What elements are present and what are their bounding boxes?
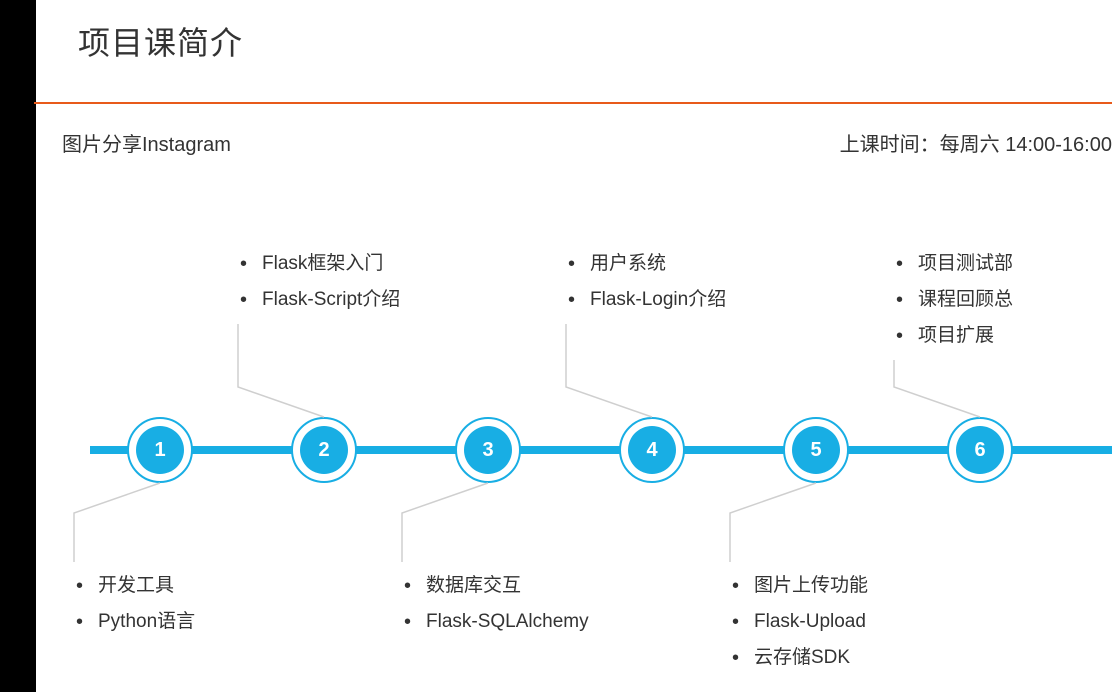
connector-5 bbox=[728, 481, 818, 564]
timeline-node-number: 3 bbox=[464, 426, 512, 474]
bullet-item: Flask-Upload bbox=[726, 604, 868, 640]
bullet-item: 课程回顾总 bbox=[890, 282, 1013, 318]
bullet-item: 图片上传功能 bbox=[726, 568, 868, 604]
timeline-bullets-2: Flask框架入门Flask-Script介绍 bbox=[234, 246, 400, 318]
timeline-node-5: 5 bbox=[783, 417, 849, 483]
connector-1 bbox=[72, 481, 162, 564]
bullet-item: 云存储SDK bbox=[726, 640, 868, 676]
timeline-node-number: 5 bbox=[792, 426, 840, 474]
bullet-item: 数据库交互 bbox=[398, 568, 589, 604]
connector-6 bbox=[892, 358, 982, 419]
timeline-bullets-3: 数据库交互Flask-SQLAlchemy bbox=[398, 568, 589, 640]
timeline-node-number: 4 bbox=[628, 426, 676, 474]
timeline-node-6: 6 bbox=[947, 417, 1013, 483]
schedule-text: 上课时间：每周六 14:00-16:00 bbox=[840, 128, 1112, 157]
connector-2 bbox=[236, 322, 326, 419]
timeline-node-4: 4 bbox=[619, 417, 685, 483]
timeline-node-number: 6 bbox=[956, 426, 1004, 474]
timeline-node-number: 2 bbox=[300, 426, 348, 474]
timeline-bullets-1: 开发工具Python语言 bbox=[70, 568, 195, 640]
bullet-item: Flask-Script介绍 bbox=[234, 282, 400, 318]
bullet-item: Flask-Login介绍 bbox=[562, 282, 726, 318]
slide-page: 项目课简介 图片分享Instagram 上课时间：每周六 14:00-16:00… bbox=[0, 0, 1112, 692]
timeline-node-1: 1 bbox=[127, 417, 193, 483]
left-black-bar bbox=[0, 0, 36, 692]
timeline-bullets-6: 项目测试部课程回顾总项目扩展 bbox=[890, 246, 1013, 354]
page-title: 项目课简介 bbox=[78, 18, 243, 64]
bullet-item: 开发工具 bbox=[70, 568, 195, 604]
connector-3 bbox=[400, 481, 490, 564]
bullet-item: Flask框架入门 bbox=[234, 246, 400, 282]
bullet-item: 项目扩展 bbox=[890, 318, 1013, 354]
timeline-bullets-4: 用户系统Flask-Login介绍 bbox=[562, 246, 726, 318]
timeline-node-3: 3 bbox=[455, 417, 521, 483]
orange-divider bbox=[34, 102, 1112, 104]
bullet-item: 用户系统 bbox=[562, 246, 726, 282]
timeline-node-number: 1 bbox=[136, 426, 184, 474]
bullet-item: Python语言 bbox=[70, 604, 195, 640]
connector-4 bbox=[564, 322, 654, 419]
timeline-node-2: 2 bbox=[291, 417, 357, 483]
bullet-item: 项目测试部 bbox=[890, 246, 1013, 282]
bullet-item: Flask-SQLAlchemy bbox=[398, 604, 589, 640]
timeline-bullets-5: 图片上传功能Flask-Upload云存储SDK bbox=[726, 568, 868, 676]
subtitle: 图片分享Instagram bbox=[62, 128, 231, 157]
